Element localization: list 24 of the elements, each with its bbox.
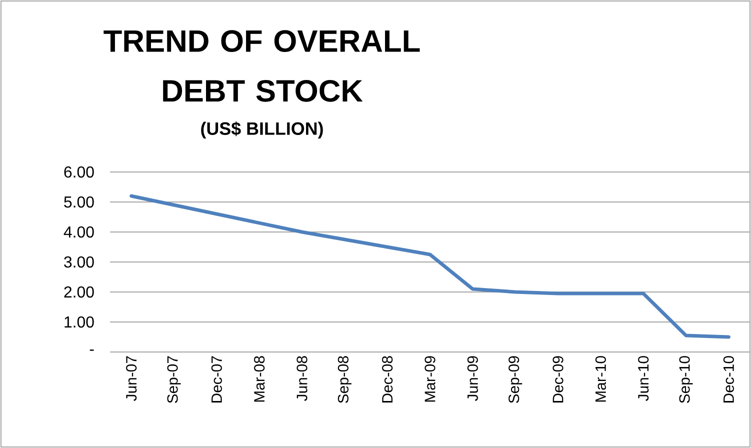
chart-title: TREND OF OVERALL DEBT STOCK xyxy=(104,30,420,102)
x-tick-label: Mar-08 xyxy=(254,356,265,402)
x-tick-label: Dec-07 xyxy=(211,356,222,402)
x-tick-label: Dec-10 xyxy=(723,356,734,402)
x-tick-label: Jun-08 xyxy=(296,356,308,401)
y-tick-label: 3.00 xyxy=(64,256,94,268)
x-tick-label: Sep-07 xyxy=(167,356,181,404)
x-tick-label: Jun-09 xyxy=(467,356,478,401)
x-tick-label: Sep-09 xyxy=(508,356,522,404)
y-tick-label: - xyxy=(90,350,94,351)
y-tick-label: 6.00 xyxy=(64,166,94,178)
y-tick-label: 1.00 xyxy=(64,316,94,328)
y-tick-label: 4.00 xyxy=(64,226,94,238)
x-tick-label: Dec-08 xyxy=(382,356,393,402)
x-tick-label: Dec-09 xyxy=(552,356,564,402)
x-tick-label: Mar-10 xyxy=(595,356,606,402)
x-tick-label: Mar-09 xyxy=(424,356,436,402)
x-tick-label: Sep-08 xyxy=(338,356,352,404)
y-tick-label: 2.00 xyxy=(64,286,94,298)
x-tick-label: Jun-07 xyxy=(126,356,137,401)
y-tick-label: 5.00 xyxy=(64,196,94,208)
x-tick-label: Sep-10 xyxy=(679,356,693,404)
x-tick-label: Jun-10 xyxy=(638,356,649,401)
chart-subtitle: (US$ BILLION) xyxy=(201,121,323,138)
